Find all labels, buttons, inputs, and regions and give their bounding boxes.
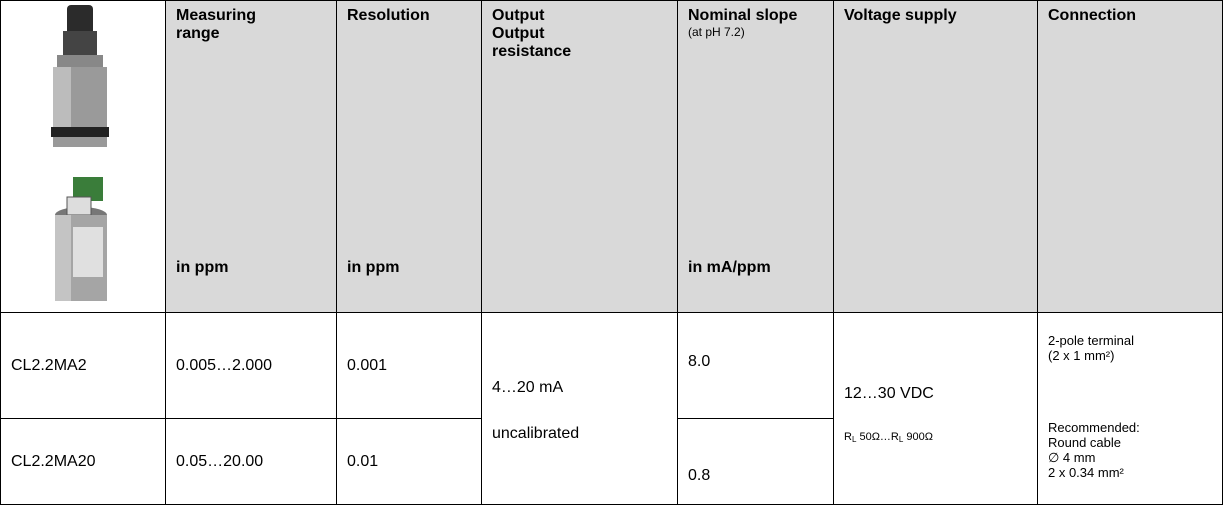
output-text: 4…20 mA [492, 379, 667, 397]
range-cell: 0.05…20.00 [166, 419, 337, 505]
output-text: uncalibrated [492, 425, 667, 443]
connection-cell: 2-pole terminal (2 x 1 mm²) Recommended:… [1038, 313, 1223, 505]
header-cell: Voltage supply [834, 1, 1038, 313]
header-unit: in mA/ppm [688, 259, 771, 277]
connection-text: (2 x 1 mm²) [1048, 348, 1212, 363]
voltage-cell: 12…30 VDC RL 50Ω…RL 900Ω [834, 313, 1038, 505]
header-cell: Connection [1038, 1, 1223, 313]
header-title: resistance [492, 43, 667, 61]
model-cell: CL2.2MA20 [1, 419, 166, 505]
load-text: 900Ω [903, 431, 933, 443]
output-cell: 4…20 mA uncalibrated [482, 313, 678, 505]
slope-cell: 8.0 [678, 313, 834, 419]
header-title: Output [492, 25, 667, 43]
header-title: Resolution [347, 7, 471, 25]
spec-table: Measuringrange in ppm Resolution in ppm Ou… [0, 0, 1223, 505]
load-text: R [891, 431, 899, 443]
header-title: range [176, 25, 326, 43]
voltage-load: RL 50Ω…RL 900Ω [844, 431, 1027, 444]
load-text: 50Ω… [856, 431, 891, 443]
connection-text: ∅ 4 mm [1048, 450, 1212, 465]
voltage-supply: 12…30 VDC [844, 385, 1027, 403]
header-title: Nominal slope [688, 7, 823, 25]
header-title: Connection [1048, 7, 1212, 25]
connection-text: 2 x 0.34 mm² [1048, 465, 1212, 480]
connection-text: Round cable [1048, 435, 1212, 450]
header-unit: in ppm [347, 259, 399, 277]
header-title: Measuring [176, 7, 326, 25]
connection-text: 2-pole terminal [1048, 333, 1212, 348]
page: Measuringrange in ppm Resolution in ppm Ou… [0, 0, 1229, 501]
header-cell: Nominal slope(at pH 7.2) in mA/ppm [678, 1, 834, 313]
header-unit: in ppm [176, 259, 228, 277]
header-title: Voltage supply [844, 7, 1027, 25]
header-title: Output [492, 7, 667, 25]
range-cell: 0.005…2.000 [166, 313, 337, 419]
resolution-cell: 0.01 [337, 419, 482, 505]
model-cell: CL2.2MA2 [1, 313, 166, 419]
connection-text: Recommended: [1048, 420, 1212, 435]
product-images [1, 1, 166, 306]
resolution-cell: 0.001 [337, 313, 482, 419]
header-note: (at pH 7.2) [688, 25, 823, 39]
product-image-cell [1, 1, 166, 313]
header-cell: Resolution in ppm [337, 1, 482, 313]
slope-cell: 0.8 [678, 419, 834, 505]
load-text: R [844, 431, 852, 443]
